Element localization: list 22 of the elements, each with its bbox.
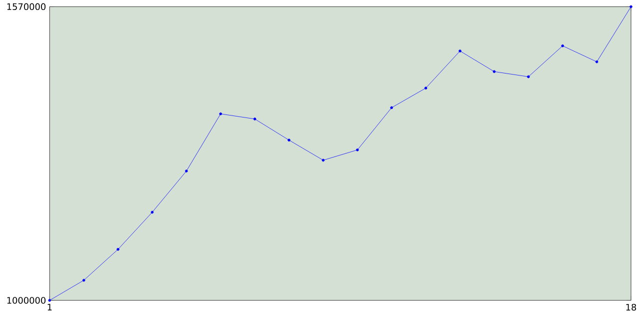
- point: [390, 106, 393, 109]
- point: [424, 86, 428, 90]
- point: [82, 278, 86, 282]
- y-tick-label: 1000000: [7, 296, 46, 304]
- point: [492, 70, 496, 73]
- point: [150, 210, 154, 214]
- point: [322, 158, 325, 162]
- point: [595, 60, 598, 64]
- point: [185, 170, 188, 172]
- point: [561, 44, 564, 48]
- point: [356, 148, 359, 152]
- y-tick-label: 1570000: [7, 3, 46, 10]
- x-tick-label: 1: [48, 304, 52, 310]
- point: [219, 112, 222, 116]
- point: [458, 50, 462, 52]
- point: [253, 118, 256, 120]
- point: [288, 138, 290, 142]
- x-tick-label: 18: [626, 304, 636, 311]
- point: [48, 298, 52, 302]
- point: [630, 5, 632, 8]
- point: [116, 248, 120, 251]
- point: [527, 75, 530, 78]
